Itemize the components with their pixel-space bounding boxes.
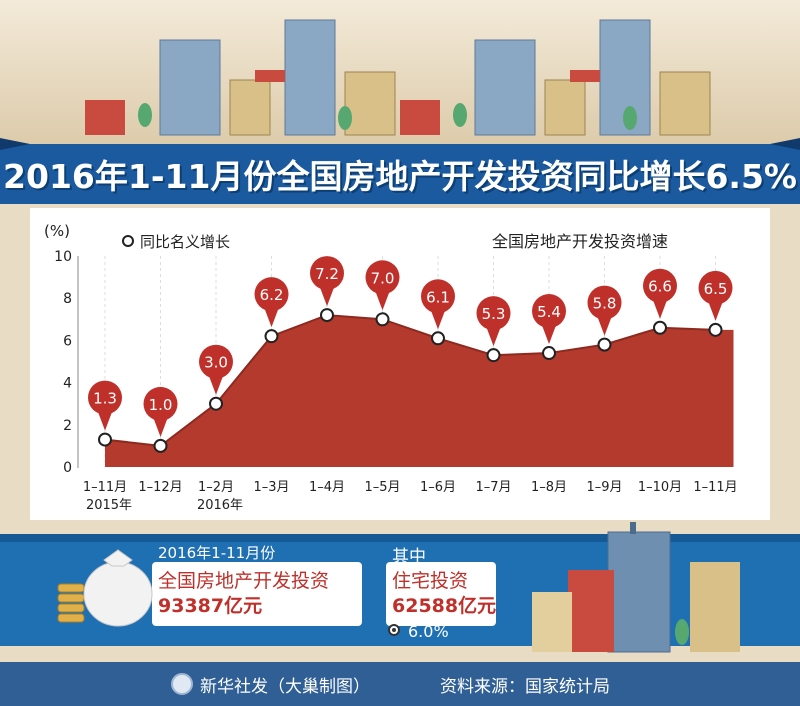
value-pin <box>199 344 233 379</box>
sub-label: 其中 <box>392 547 426 567</box>
value-label: 1.3 <box>93 390 117 408</box>
legend-marker <box>122 235 134 247</box>
data-point <box>264 329 279 344</box>
y-tick-label: 0 <box>63 460 72 476</box>
value-pin <box>143 386 178 421</box>
value-label: 5.3 <box>482 305 506 323</box>
money-bag-icon <box>57 549 153 627</box>
value-pin <box>310 256 344 291</box>
value-pin <box>698 270 733 305</box>
value-pin <box>421 279 455 314</box>
x-tick-label: 1–4月 <box>309 480 345 495</box>
summary-band <box>0 522 800 653</box>
data-point <box>653 320 667 335</box>
value-pin <box>587 285 622 320</box>
y-tick-label: 6 <box>63 333 72 349</box>
x-tick-label: 1–6月 <box>420 480 456 495</box>
value-pin <box>643 268 677 303</box>
value-pin <box>532 294 566 329</box>
value-label: 7.2 <box>315 265 339 283</box>
x-tick-label: 1–11月 <box>83 480 127 495</box>
x-tick-label: 1–10月 <box>638 480 682 495</box>
y-axis: 0 2 4 6 8 10 <box>54 249 72 476</box>
data-point <box>542 346 556 361</box>
y-tick-label: 10 <box>54 249 72 265</box>
value-pin <box>88 380 122 415</box>
data-point <box>209 396 223 411</box>
x-tick-label: 1–11月 <box>693 480 737 495</box>
data-point <box>431 331 445 346</box>
x-tick-label: 1–7月 <box>475 480 511 495</box>
chart-title: 全国房地产开发投资增速 <box>492 232 668 251</box>
value-label: 6.2 <box>260 286 284 304</box>
footer-agency: 新华社发（大巢制图） <box>200 677 370 697</box>
x-year-label: 2016年 <box>197 498 243 513</box>
city-skyline-banner <box>0 0 800 150</box>
summary-period: 2016年1-11月份 <box>158 544 276 562</box>
x-tick-label: 1–2月 <box>198 480 234 495</box>
area-series <box>105 315 734 467</box>
y-tick-label: 8 <box>63 291 72 307</box>
xinhua-logo-icon <box>171 673 193 695</box>
investment-label: 全国房地产开发投资 <box>158 570 330 592</box>
x-tick-label: 1–9月 <box>586 480 622 495</box>
x-axis-labels: 1–11月 2015年 1–12月 1–2月 2016年 1–3月 1–4月 1–5月 1–6月… <box>83 480 738 513</box>
area-chart: (%) 同比名义增长 全国房地产开发投资增速 0 2 4 6 8 10 1.3 1.0 3.0… <box>44 222 738 513</box>
data-point <box>153 438 168 453</box>
footer-source: 资料来源：国家统计局 <box>440 677 610 697</box>
value-label: 3.0 <box>204 354 228 372</box>
residential-value: 62588亿元 <box>392 595 497 617</box>
buildings-illustration <box>532 522 740 653</box>
data-point <box>98 432 112 447</box>
value-pin <box>254 277 289 312</box>
value-label: 1.0 <box>149 396 173 414</box>
series-line <box>104 314 716 447</box>
growth-marker-icon <box>388 624 400 636</box>
value-label: 6.6 <box>648 278 672 296</box>
data-point <box>320 308 334 323</box>
data-markers <box>98 308 723 453</box>
value-label: 5.4 <box>537 303 561 321</box>
value-pins: 1.3 1.0 3.0 6.2 7.2 7.0 6.1 5.3 5.4 5.8 6.6 6.5 <box>88 256 733 437</box>
data-point <box>597 337 612 352</box>
skyline-illustration <box>85 19 711 136</box>
y-axis-unit: (%) <box>44 222 70 240</box>
data-point <box>375 312 390 327</box>
y-tick-label: 2 <box>63 418 72 434</box>
x-year-label: 2015年 <box>86 498 132 513</box>
page-title: 2016年1-11月份全国房地产开发投资同比增长6.5% <box>3 157 797 196</box>
x-tick-label: 1–5月 <box>364 480 400 495</box>
value-label: 6.5 <box>704 280 728 298</box>
x-tick-label: 1–12月 <box>138 480 182 495</box>
value-label: 6.1 <box>426 288 450 306</box>
legend-label: 同比名义增长 <box>140 233 230 251</box>
x-tick-label: 1–8月 <box>531 480 567 495</box>
value-label: 7.0 <box>371 269 395 287</box>
title-ribbon <box>0 138 800 204</box>
residential-growth: 6.0% <box>408 622 449 641</box>
y-tick-label: 4 <box>63 376 72 392</box>
value-pin <box>365 260 400 295</box>
value-label: 5.8 <box>593 295 617 313</box>
data-point <box>708 322 723 337</box>
investment-value: 93387亿元 <box>158 595 263 617</box>
data-point <box>486 348 501 363</box>
value-pin <box>476 296 511 331</box>
residential-label: 住宅投资 <box>392 570 469 592</box>
x-tick-label: 1–3月 <box>253 480 289 495</box>
chart-panel: (%) 同比名义增长 全国房地产开发投资增速 0 2 4 6 8 10 1.3 1.0 3.0… <box>30 208 770 520</box>
footer-bar <box>0 662 800 706</box>
